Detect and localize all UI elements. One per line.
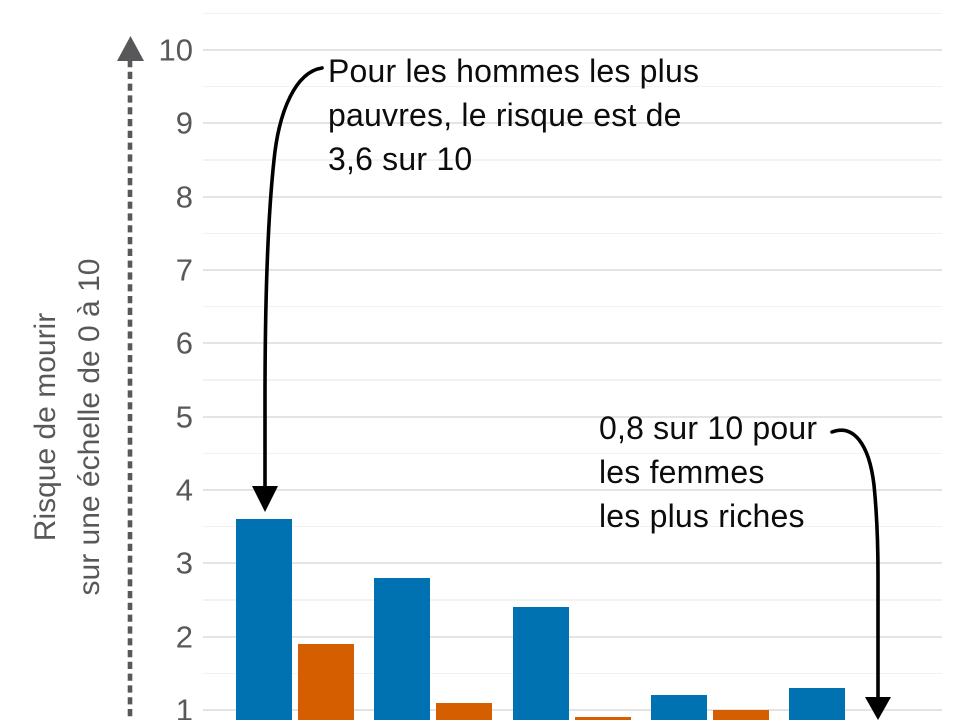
gridline-4 <box>203 488 942 491</box>
y-axis-title-line-2: sur une échelle de 0 à 10 <box>73 258 106 596</box>
gridline-4.5 <box>203 452 942 455</box>
y-tick-label-3: 3 <box>175 545 193 581</box>
bar-femmes-groupe-4 <box>712 709 769 720</box>
bar-femmes-groupe-1 <box>298 643 354 720</box>
annotation-line: les femmes <box>599 454 765 490</box>
y-tick-label-5: 5 <box>175 399 193 435</box>
bar-hommes-groupe-4 <box>650 695 707 720</box>
annotation-line: les plus riches <box>599 498 805 534</box>
y-tick-label-6: 6 <box>175 325 193 361</box>
bar-hommes-groupe-3 <box>512 607 569 720</box>
y-tick-label-4: 4 <box>175 472 193 508</box>
annotation-line: pauvres, le risque est de <box>328 97 682 133</box>
y-tick-label-8: 8 <box>175 179 193 215</box>
gridline-10.5 <box>203 12 942 15</box>
y-tick-label-7: 7 <box>175 252 193 288</box>
y-axis-title: Risque de mourir sur une échelle de 0 à … <box>24 207 112 647</box>
annotation-line: 3,6 sur 10 <box>328 141 473 177</box>
y-tick-label-1: 1 <box>175 692 193 720</box>
bar-femmes-groupe-3 <box>574 717 631 720</box>
annotation-line: 0,8 sur 10 pour <box>599 410 818 446</box>
gridline-7.5 <box>203 232 942 235</box>
gridline-7 <box>203 268 942 271</box>
annotation-arrow-richest-women <box>830 428 880 700</box>
y-tick-label-2: 2 <box>175 619 193 655</box>
annotation-line: Pour les hommes les plus <box>328 53 700 89</box>
gridline-3.5 <box>203 525 942 528</box>
annotation-poorest-men: Pour les hommes les plus pauvres, le ris… <box>328 49 699 181</box>
bar-hommes-groupe-1 <box>236 519 292 720</box>
gridline-5.5 <box>203 379 942 381</box>
gridline-2 <box>203 635 942 638</box>
y-tick-label-10: 10 <box>158 32 193 68</box>
bar-femmes-groupe-2 <box>436 702 493 720</box>
y-axis-title-line-1: Risque de mourir <box>29 312 62 542</box>
gridline-2.5 <box>203 599 942 601</box>
gridline-5 <box>203 415 942 418</box>
y-tick-label-9: 9 <box>175 105 193 141</box>
annotation-arrowhead-poorest-men-icon <box>252 486 278 512</box>
gridline-3 <box>203 562 942 565</box>
annotation-arrow-poorest-men <box>263 66 324 488</box>
gridline-6.5 <box>203 305 942 308</box>
annotation-arrowhead-richest-women-icon <box>865 697 891 720</box>
gridline-6 <box>203 342 942 345</box>
bar-hommes-groupe-5 <box>789 687 845 720</box>
gridline-8 <box>203 195 942 198</box>
bar-hommes-groupe-2 <box>374 577 431 720</box>
annotation-richest-women: 0,8 sur 10 pour les femmes les plus rich… <box>599 406 817 538</box>
